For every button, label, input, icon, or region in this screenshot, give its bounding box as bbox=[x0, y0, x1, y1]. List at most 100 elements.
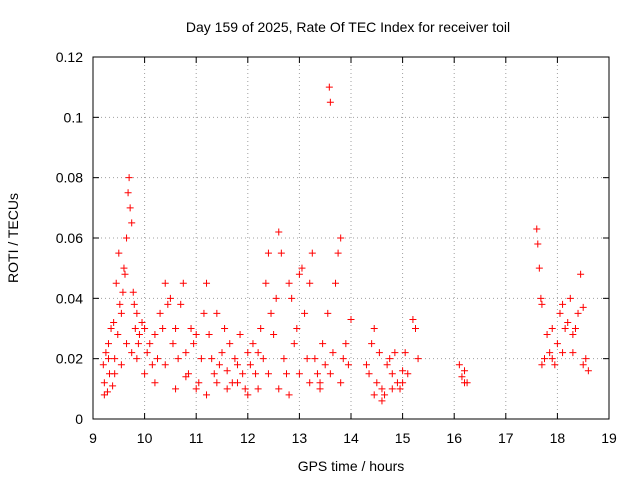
data-point bbox=[223, 385, 231, 393]
data-point bbox=[143, 349, 151, 357]
data-point bbox=[458, 373, 466, 381]
data-point bbox=[130, 300, 138, 308]
data-point bbox=[146, 340, 154, 348]
data-point bbox=[115, 249, 123, 257]
data-point bbox=[308, 249, 316, 257]
data-point bbox=[551, 361, 559, 369]
data-point bbox=[203, 279, 211, 287]
data-point bbox=[104, 355, 112, 363]
data-point bbox=[288, 294, 296, 302]
data-point bbox=[324, 309, 332, 317]
data-point bbox=[316, 385, 324, 393]
data-point bbox=[213, 309, 221, 317]
data-point bbox=[128, 349, 136, 357]
data-point bbox=[134, 340, 142, 348]
data-point bbox=[110, 318, 118, 326]
data-point bbox=[124, 189, 132, 197]
data-point bbox=[571, 325, 579, 332]
data-point bbox=[566, 294, 574, 302]
data-point bbox=[386, 355, 394, 363]
data-point bbox=[99, 361, 107, 369]
data-point bbox=[301, 309, 309, 317]
data-point bbox=[319, 340, 327, 348]
data-point bbox=[111, 370, 119, 378]
data-point bbox=[332, 279, 340, 287]
data-point bbox=[270, 331, 278, 339]
x-tick-label: 16 bbox=[446, 430, 462, 446]
data-point bbox=[391, 349, 399, 357]
data-point bbox=[295, 370, 303, 378]
data-point bbox=[584, 367, 592, 375]
data-point bbox=[218, 349, 226, 357]
data-point bbox=[455, 361, 463, 369]
data-point bbox=[109, 382, 117, 390]
data-point bbox=[182, 349, 190, 357]
data-point bbox=[262, 279, 270, 287]
data-point bbox=[174, 355, 182, 363]
data-point bbox=[121, 270, 129, 278]
x-tick-label: 12 bbox=[240, 430, 256, 446]
data-point bbox=[538, 361, 546, 369]
data-point bbox=[135, 331, 143, 339]
data-point bbox=[154, 355, 161, 363]
data-point bbox=[141, 370, 149, 378]
data-point bbox=[541, 355, 548, 363]
data-point bbox=[117, 309, 125, 317]
data-point bbox=[548, 325, 556, 332]
data-point bbox=[166, 294, 174, 302]
y-tick-label: 0.06 bbox=[56, 230, 83, 246]
data-point bbox=[313, 370, 321, 378]
data-point bbox=[264, 249, 272, 257]
data-point bbox=[311, 355, 319, 363]
y-tick-label: 0 bbox=[75, 411, 83, 427]
data-point bbox=[339, 355, 347, 363]
chart-title: Day 159 of 2025, Rate Of TEC Index for r… bbox=[186, 19, 510, 35]
data-point bbox=[236, 331, 244, 339]
data-point bbox=[267, 309, 275, 317]
data-point bbox=[221, 325, 229, 332]
data-point bbox=[151, 379, 159, 387]
x-tick-label: 9 bbox=[89, 430, 97, 446]
data-point bbox=[375, 349, 383, 357]
data-point bbox=[241, 385, 249, 393]
data-point bbox=[244, 349, 252, 357]
data-point bbox=[347, 315, 355, 323]
data-point bbox=[125, 174, 133, 182]
data-point bbox=[579, 361, 587, 369]
data-point bbox=[254, 349, 262, 357]
data-point bbox=[283, 370, 290, 378]
data-point bbox=[569, 349, 577, 357]
data-point bbox=[133, 309, 141, 317]
data-point bbox=[399, 367, 407, 375]
data-point bbox=[559, 300, 567, 308]
data-point bbox=[559, 349, 567, 357]
data-point bbox=[546, 349, 554, 357]
data-point bbox=[396, 385, 404, 393]
data-point bbox=[116, 300, 124, 308]
data-point bbox=[285, 279, 293, 287]
data-point bbox=[192, 331, 200, 339]
data-point bbox=[164, 300, 172, 308]
data-point bbox=[295, 270, 303, 278]
data-point bbox=[129, 288, 137, 296]
y-tick-label: 0.04 bbox=[56, 290, 83, 306]
data-point bbox=[102, 349, 110, 357]
y-tick-label: 0.12 bbox=[56, 49, 83, 65]
data-point bbox=[203, 391, 211, 399]
data-point bbox=[579, 303, 587, 311]
data-point bbox=[100, 379, 108, 387]
x-tick-label: 13 bbox=[292, 430, 308, 446]
data-point bbox=[226, 340, 234, 348]
data-point bbox=[298, 264, 306, 272]
data-point bbox=[388, 370, 396, 378]
data-point bbox=[120, 264, 128, 272]
data-point bbox=[119, 288, 127, 296]
data-point bbox=[538, 300, 546, 308]
data-point bbox=[329, 349, 337, 357]
data-point bbox=[574, 309, 582, 317]
data-point bbox=[131, 325, 139, 332]
y-tick-label: 0.02 bbox=[56, 351, 83, 367]
data-point bbox=[210, 370, 218, 378]
data-point bbox=[156, 309, 164, 317]
y-tick-label: 0.08 bbox=[56, 170, 83, 186]
